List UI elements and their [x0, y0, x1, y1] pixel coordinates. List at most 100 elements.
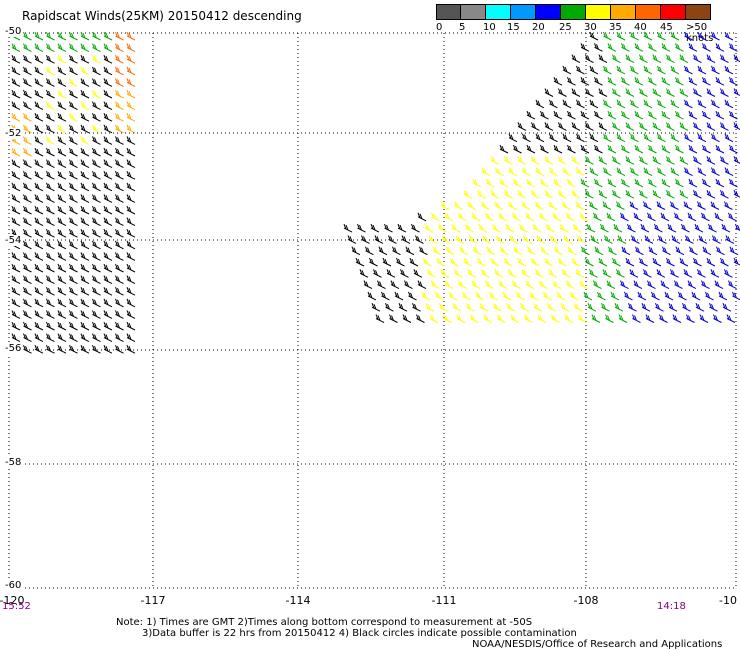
- wind-barb: [612, 257, 621, 267]
- wind-barb: [628, 303, 637, 312]
- legend-label: 5: [459, 22, 466, 33]
- wind-barb: [80, 263, 90, 273]
- wind-barb: [579, 280, 589, 290]
- wind-barb: [612, 54, 621, 64]
- wind-barb: [720, 190, 729, 199]
- wind-barb: [517, 257, 527, 267]
- wind-barb: [69, 147, 78, 157]
- wind-barb: [92, 101, 101, 111]
- wind-barb: [654, 223, 663, 233]
- wind-barb: [57, 31, 67, 41]
- wind-barb: [697, 65, 707, 75]
- wind-barb: [720, 257, 729, 267]
- wind-barb: [57, 287, 67, 296]
- wind-barb: [23, 275, 32, 285]
- wind-barb: [92, 124, 101, 134]
- wind-barb: [535, 269, 544, 278]
- wind-barb: [729, 43, 738, 52]
- wind-barb: [498, 280, 508, 290]
- wind-barb: [652, 156, 662, 165]
- wind-barb: [625, 257, 635, 267]
- wind-barb: [607, 77, 617, 86]
- wind-barb: [567, 178, 576, 188]
- wind-barb: [670, 65, 680, 75]
- wind-barb: [527, 246, 536, 256]
- wind-barb: [666, 54, 675, 64]
- wind-barb: [400, 269, 409, 278]
- wind-barb: [585, 257, 594, 267]
- wind-barb: [46, 66, 55, 76]
- wind-barb: [560, 303, 570, 312]
- wind-barb: [733, 190, 740, 198]
- wind-barb: [115, 43, 124, 53]
- wind-barb: [46, 333, 55, 343]
- wind-barb: [706, 122, 716, 131]
- wind-barb: [726, 314, 736, 323]
- wind-barb: [603, 99, 612, 109]
- wind-barb: [23, 136, 32, 145]
- wind-barb: [479, 303, 489, 312]
- wind-barb: [46, 229, 55, 238]
- wind-barb: [603, 133, 612, 143]
- wind-barb: [648, 246, 658, 256]
- wind-barb: [343, 223, 353, 233]
- wind-barb: [80, 171, 90, 180]
- wind-barb: [688, 144, 698, 154]
- wind-barb: [535, 133, 545, 143]
- wind-barb: [643, 65, 653, 75]
- wind-barb: [80, 252, 90, 261]
- wind-barb: [397, 223, 407, 233]
- wind-barb: [675, 77, 684, 86]
- wind-barb: [621, 77, 630, 86]
- wind-barb: [603, 167, 612, 177]
- wind-barb: [577, 235, 586, 244]
- wind-barb: [396, 257, 405, 267]
- wind-barb: [674, 212, 683, 222]
- wind-barb: [57, 147, 67, 157]
- legend-label: >50 knots: [686, 22, 714, 44]
- wind-barb: [46, 240, 55, 250]
- lat-label: -52: [4, 128, 23, 139]
- wind-barb: [115, 159, 124, 169]
- wind-barb: [470, 314, 479, 323]
- wind-barb: [634, 178, 644, 188]
- wind-barb: [733, 156, 740, 164]
- wind-barb: [657, 99, 666, 109]
- wind-barb: [23, 205, 32, 215]
- wind-barb: [648, 178, 657, 188]
- wind-barb: [11, 147, 21, 157]
- wind-barb: [556, 291, 566, 301]
- wind-barb: [610, 291, 620, 301]
- wind-barb: [537, 314, 547, 323]
- wind-barb: [11, 55, 21, 64]
- wind-barb: [532, 223, 542, 233]
- wind-barb: [513, 246, 523, 256]
- wind-barb: [544, 156, 554, 165]
- wind-barb: [481, 201, 490, 210]
- wind-barb: [11, 194, 21, 203]
- wind-barb: [728, 212, 737, 222]
- wind-barb: [92, 252, 101, 261]
- wind-barb: [92, 321, 101, 331]
- wind-barb: [598, 257, 608, 267]
- wind-barb: [614, 303, 624, 312]
- wind-barb: [57, 194, 67, 203]
- wind-barb: [693, 257, 702, 267]
- wind-barb: [115, 182, 124, 192]
- wind-barb: [34, 252, 44, 261]
- wind-barb: [666, 88, 675, 97]
- wind-barb: [46, 194, 55, 203]
- wind-barb: [92, 43, 101, 53]
- wind-barb: [675, 178, 684, 188]
- wind-barb: [80, 217, 90, 227]
- wind-barb: [634, 43, 644, 52]
- wind-barb: [46, 310, 55, 319]
- wind-barb: [711, 133, 720, 143]
- wind-barb: [34, 240, 44, 250]
- wind-barb: [57, 182, 67, 192]
- wind-barb: [389, 314, 398, 323]
- wind-barb: [34, 182, 44, 192]
- wind-barb: [675, 144, 684, 154]
- wind-barb: [34, 345, 44, 354]
- wind-barb: [486, 246, 496, 256]
